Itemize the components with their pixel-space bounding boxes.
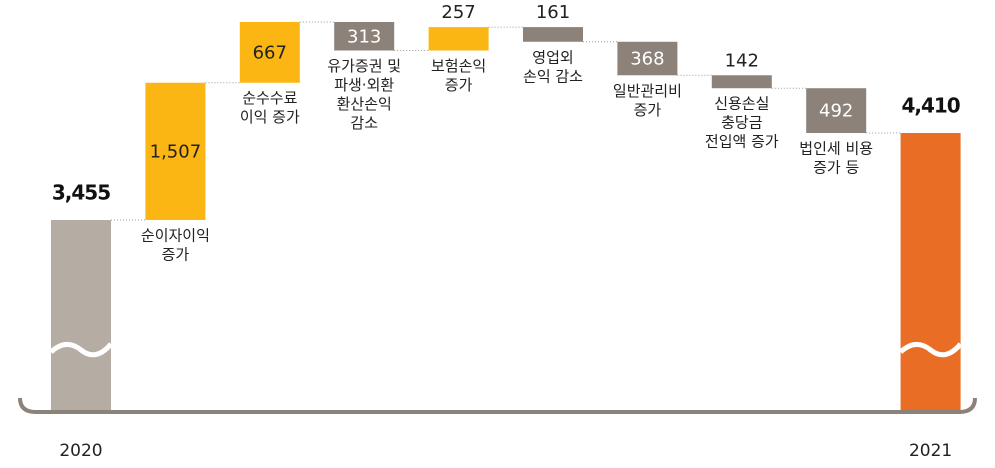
category-label: 손익 감소 — [523, 67, 583, 85]
category-label: 파생·외환 — [334, 76, 394, 94]
bar — [900, 133, 961, 410]
category-label: 법인세 비용 — [799, 140, 873, 158]
value-label: 257 — [441, 2, 475, 23]
total-label: 4,410 — [901, 94, 959, 118]
bar — [51, 220, 111, 410]
category-label: 감소 — [350, 114, 378, 132]
category-label: 보험손익 — [431, 57, 486, 75]
value-label: 161 — [536, 2, 570, 23]
total-label: 3,455 — [52, 181, 110, 205]
category-label: 증가 등 — [813, 159, 859, 177]
bar — [239, 22, 300, 83]
category-label: 이익 증가 — [240, 108, 300, 126]
category-label: 순이자이익 — [141, 227, 210, 245]
bar — [617, 41, 678, 76]
bar — [806, 88, 867, 134]
bar — [334, 22, 395, 51]
bar — [428, 27, 489, 51]
category-label: 증가 — [162, 246, 190, 264]
bar — [145, 82, 206, 221]
category-label: 영업외 — [532, 48, 573, 66]
category-label: 충당금 — [721, 114, 763, 132]
category-label: 증가 — [445, 76, 473, 94]
category-label: 전입액 증가 — [705, 133, 779, 151]
axis-break — [49, 342, 113, 358]
category-label: 순수수료 — [242, 89, 297, 107]
value-label: 368 — [630, 49, 664, 70]
value-label: 1,507 — [150, 141, 202, 162]
bar — [523, 27, 583, 42]
value-label: 142 — [725, 50, 759, 71]
category-label: 일반관리비 — [613, 82, 682, 100]
bar — [711, 75, 772, 89]
axis-break — [898, 342, 963, 358]
x-tick-label: 2021 — [909, 441, 952, 461]
value-label: 313 — [347, 26, 381, 47]
category-label: 신용손실 — [714, 95, 769, 113]
category-label: 환산손익 — [337, 95, 392, 113]
category-label: 증가 — [634, 101, 662, 119]
value-label: 667 — [253, 42, 287, 63]
category-label: 유가증권 및 — [327, 57, 401, 75]
value-label: 492 — [819, 101, 853, 122]
x-tick-label: 2020 — [59, 441, 102, 461]
axis-bracket — [18, 397, 977, 414]
